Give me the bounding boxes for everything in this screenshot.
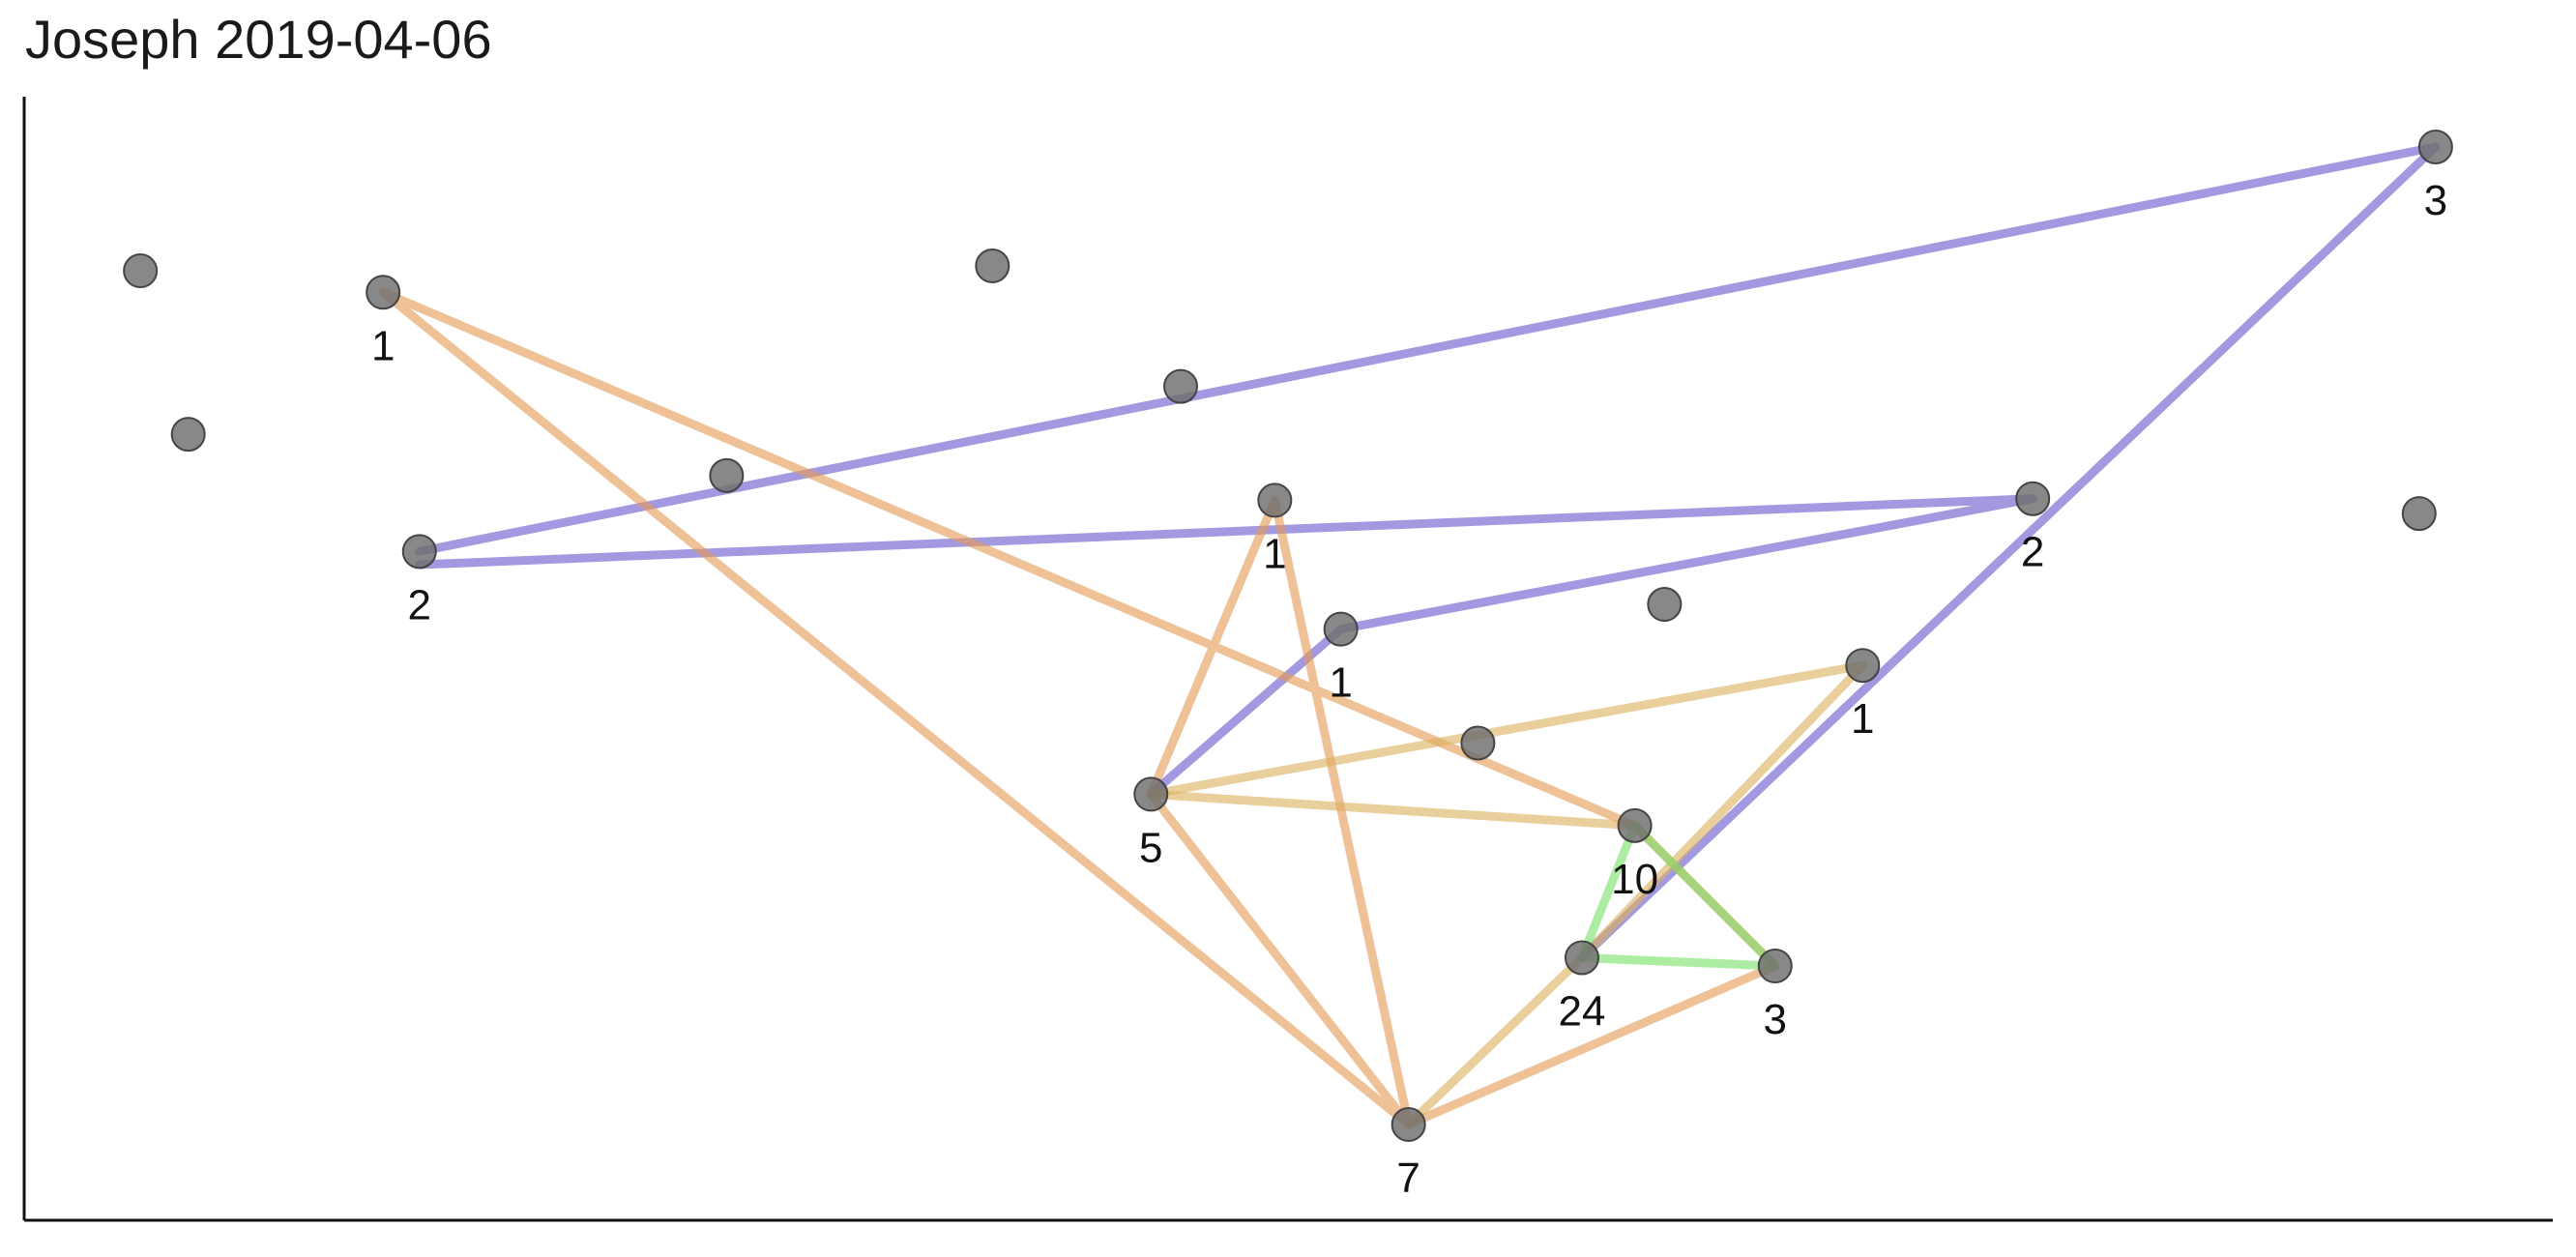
node-label-n17: 10 [1611,856,1658,903]
node-n6 [709,457,745,493]
node-n10 [1647,587,1683,623]
node-n20 [1390,1106,1426,1142]
node-label-n12: 3 [2424,177,2447,224]
node-n8 [1257,482,1293,518]
edges-layer [378,142,2441,1129]
node-n1 [123,253,159,289]
path-green-6 [1577,821,1780,971]
node-n13 [2015,481,2051,516]
node-n14 [2401,496,2437,532]
node-n9 [1323,611,1359,647]
node-label-n20: 7 [1396,1155,1420,1202]
node-n5 [1163,368,1198,404]
node-n12 [2417,129,2453,164]
node-label-n15: 1 [1851,695,1874,743]
node-n11 [1460,725,1496,761]
node-label-n2: 1 [371,322,395,369]
node-label-n16: 5 [1139,824,1162,871]
node-label-n8: 1 [1263,530,1286,577]
node-n17 [1617,807,1653,843]
node-label-n19: 3 [1764,996,1787,1043]
node-n4 [975,248,1010,283]
labels-layer: 1 2 1 1 3 2 1 5 10 24 3 7 [371,177,2447,1202]
node-n2 [366,275,401,310]
node-n16 [1133,776,1169,812]
node-n7 [401,534,437,570]
node-label-n13: 2 [2021,529,2044,576]
node-n18 [1564,940,1599,976]
chart-title: Joseph 2019-04-06 [25,9,492,70]
path-blue-2 [415,494,2037,799]
path-tan-4 [1146,660,1867,1129]
node-n3 [170,417,206,453]
node-label-n7: 2 [408,581,431,628]
node-label-n9: 1 [1329,659,1352,707]
node-n19 [1757,949,1793,983]
path-tan-5 [1146,789,1640,831]
node-label-n18: 24 [1558,987,1605,1035]
node-n15 [1845,648,1881,684]
nodes-layer [123,129,2453,1142]
